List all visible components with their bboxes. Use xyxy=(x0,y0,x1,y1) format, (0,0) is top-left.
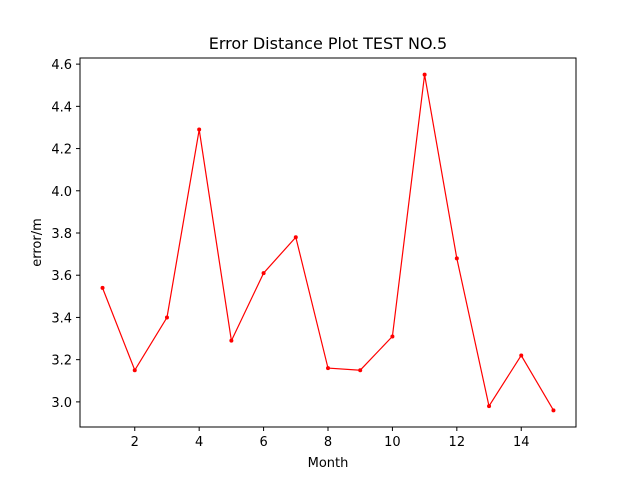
x-tick-label: 2 xyxy=(131,435,139,450)
plot-area xyxy=(80,58,576,427)
data-point xyxy=(422,72,427,77)
data-point xyxy=(454,256,459,261)
y-axis-label: error/m xyxy=(30,218,45,267)
y-axis: 3.0 3.2 3.4 3.6 3.8 4.0 4.2 4.4 4.6 xyxy=(51,58,80,411)
y-tick-label: 3.0 xyxy=(51,396,72,411)
x-tick-label: 4 xyxy=(195,435,203,450)
y-tick-label: 4.0 xyxy=(51,185,72,200)
data-point xyxy=(197,127,202,132)
plot-frame xyxy=(79,57,577,428)
chart-title: Error Distance Plot TEST NO.5 xyxy=(209,34,447,53)
y-tick-label: 3.4 xyxy=(51,311,72,326)
y-tick-label: 4.6 xyxy=(51,58,72,73)
data-point xyxy=(229,338,234,343)
data-point xyxy=(487,404,492,409)
y-tick-label: 4.2 xyxy=(51,143,72,158)
series-markers xyxy=(100,72,556,413)
x-tick-label: 12 xyxy=(449,435,466,450)
y-tick-label: 3.6 xyxy=(51,269,72,284)
x-tick-label: 14 xyxy=(513,435,530,450)
x-axis: 2 4 6 8 10 12 14 xyxy=(131,427,530,450)
data-point xyxy=(293,235,298,240)
data-point xyxy=(551,408,556,413)
y-tick-label: 4.4 xyxy=(51,100,72,115)
y-tick-label: 3.8 xyxy=(51,227,72,242)
x-tick-label: 6 xyxy=(259,435,267,450)
x-tick-label: 8 xyxy=(324,435,332,450)
data-point xyxy=(132,368,137,373)
data-point xyxy=(261,271,266,276)
data-point xyxy=(100,285,105,290)
x-axis-label: Month xyxy=(308,456,349,471)
data-point xyxy=(326,366,330,371)
y-tick-label: 3.2 xyxy=(51,354,72,369)
x-tick-label: 10 xyxy=(384,435,401,450)
data-point xyxy=(519,353,524,358)
data-point xyxy=(390,334,395,339)
data-point xyxy=(164,315,169,320)
data-point xyxy=(358,368,363,373)
